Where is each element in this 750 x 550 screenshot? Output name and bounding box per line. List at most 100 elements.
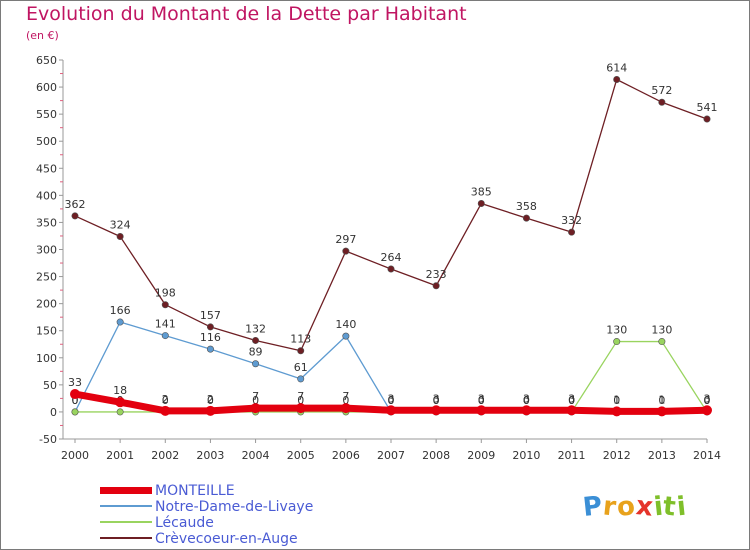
data-point-crevecoeur-en-auge xyxy=(71,212,79,220)
data-label-notre-dame-de-livaye: 89 xyxy=(249,346,263,359)
data-point-monteille xyxy=(115,397,126,408)
data-point-monteille xyxy=(566,405,577,416)
data-label-crevecoeur-en-auge: 198 xyxy=(155,287,176,300)
x-tick-label: 2002 xyxy=(151,449,179,462)
data-point-notre-dame-de-livaye xyxy=(342,332,350,340)
data-point-crevecoeur-en-auge xyxy=(252,336,260,344)
legend-item: Crèvecoeur-en-Auge xyxy=(100,531,360,547)
data-label-notre-dame-de-livaye: 0 xyxy=(72,394,79,407)
data-label-lecaude: 0 xyxy=(342,394,349,407)
data-label-crevecoeur-en-auge: 132 xyxy=(245,322,266,335)
legend-swatch xyxy=(100,505,152,507)
data-point-notre-dame-de-livaye xyxy=(252,360,260,368)
data-label-monteille: 3 xyxy=(568,392,575,405)
data-label-monteille: 18 xyxy=(113,384,127,397)
data-point-crevecoeur-en-auge xyxy=(477,199,485,207)
data-label-lecaude: 0 xyxy=(207,394,214,407)
data-label-crevecoeur-en-auge: 614 xyxy=(606,61,627,74)
x-tick-label: 2006 xyxy=(332,449,360,462)
data-label-notre-dame-de-livaye: 0 xyxy=(523,394,530,407)
data-point-crevecoeur-en-auge xyxy=(568,228,576,236)
data-label-crevecoeur-en-auge: 332 xyxy=(561,214,582,227)
data-label-notre-dame-de-livaye: 140 xyxy=(335,318,356,331)
legend-swatch xyxy=(100,487,152,494)
legend-item: MONTEILLE xyxy=(100,483,360,499)
data-label-crevecoeur-en-auge: 113 xyxy=(290,333,311,346)
legend-label: Crèvecoeur-en-Auge xyxy=(155,531,298,547)
data-label-crevecoeur-en-auge: 358 xyxy=(516,200,537,213)
data-point-crevecoeur-en-auge xyxy=(206,323,214,331)
data-label-monteille: 2 xyxy=(207,393,214,406)
y-tick-label: 250 xyxy=(36,271,57,284)
logo-letter: i xyxy=(675,491,689,523)
data-point-monteille xyxy=(205,405,216,416)
data-label-notre-dame-de-livaye: 61 xyxy=(294,361,308,374)
x-tick-label: 2014 xyxy=(693,449,721,462)
data-point-monteille xyxy=(521,405,532,416)
x-tick-label: 2003 xyxy=(196,449,224,462)
legend-label: MONTEILLE xyxy=(155,483,235,499)
data-label-crevecoeur-en-auge: 324 xyxy=(110,219,131,232)
data-label-crevecoeur-en-auge: 297 xyxy=(335,233,356,246)
chart-title: Evolution du Montant de la Dette par Hab… xyxy=(26,3,467,25)
data-label-notre-dame-de-livaye: 0 xyxy=(568,394,575,407)
data-label-lecaude: 0 xyxy=(478,394,485,407)
data-label-monteille: 7 xyxy=(342,390,349,403)
legend-swatch xyxy=(100,521,152,523)
data-label-lecaude: 0 xyxy=(72,394,79,407)
data-label-crevecoeur-en-auge: 572 xyxy=(651,84,672,97)
x-tick-label: 2013 xyxy=(648,449,676,462)
data-label-lecaude: 0 xyxy=(704,394,711,407)
data-label-monteille: 3 xyxy=(388,392,395,405)
data-point-lecaude xyxy=(658,338,666,346)
data-point-crevecoeur-en-auge xyxy=(387,265,395,273)
y-tick-label: 500 xyxy=(36,135,57,148)
data-label-lecaude: 0 xyxy=(523,394,530,407)
data-point-monteille xyxy=(340,403,351,414)
x-tick-label: 2001 xyxy=(106,449,134,462)
data-label-monteille: 1 xyxy=(658,393,665,406)
data-label-lecaude: 130 xyxy=(651,324,672,337)
x-tick-label: 2007 xyxy=(377,449,405,462)
data-label-lecaude: 0 xyxy=(252,394,259,407)
data-point-crevecoeur-en-auge xyxy=(522,214,530,222)
data-point-monteille xyxy=(476,405,487,416)
data-point-monteille xyxy=(431,405,442,416)
data-label-notre-dame-de-livaye: 0 xyxy=(658,394,665,407)
legend-item: Lécaude xyxy=(100,515,360,531)
data-label-notre-dame-de-livaye: 0 xyxy=(388,394,395,407)
data-label-crevecoeur-en-auge: 264 xyxy=(381,251,402,264)
chart-legend: MONTEILLE Notre-Dame-de-Livaye Lécaude Crèv… xyxy=(100,483,360,547)
y-tick-label: 550 xyxy=(36,108,57,121)
y-tick-label: 50 xyxy=(43,379,57,392)
y-tick-label: 350 xyxy=(36,216,57,229)
y-tick-label: 300 xyxy=(36,244,57,257)
y-tick-label: 200 xyxy=(36,298,57,311)
y-tick-label: 0 xyxy=(50,406,57,419)
x-tick-label: 2012 xyxy=(603,449,631,462)
data-point-notre-dame-de-livaye xyxy=(161,332,169,340)
data-label-notre-dame-de-livaye: 166 xyxy=(110,304,131,317)
data-label-lecaude: 0 xyxy=(162,394,169,407)
data-label-monteille: 3 xyxy=(478,392,485,405)
data-label-notre-dame-de-livaye: 0 xyxy=(433,394,440,407)
data-label-lecaude: 0 xyxy=(297,394,304,407)
data-point-monteille xyxy=(386,405,396,416)
data-label-notre-dame-de-livaye: 0 xyxy=(613,394,620,407)
data-label-monteille: 2 xyxy=(162,393,169,406)
data-point-crevecoeur-en-auge xyxy=(297,347,305,355)
data-point-lecaude xyxy=(71,408,79,416)
y-tick-label: 400 xyxy=(36,189,57,202)
data-label-crevecoeur-en-auge: 362 xyxy=(65,198,86,211)
x-tick-label: 2009 xyxy=(467,449,495,462)
y-tick-label: -50 xyxy=(39,433,57,446)
data-label-monteille: 1 xyxy=(613,393,620,406)
legend-label: Lécaude xyxy=(155,515,214,531)
x-tick-label: 2005 xyxy=(287,449,315,462)
data-label-crevecoeur-en-auge: 385 xyxy=(471,185,492,198)
data-label-crevecoeur-en-auge: 541 xyxy=(697,101,718,114)
data-point-crevecoeur-en-auge xyxy=(613,75,621,83)
proxiti-logo: Proxiti xyxy=(581,491,689,523)
data-point-crevecoeur-en-auge xyxy=(116,233,124,241)
